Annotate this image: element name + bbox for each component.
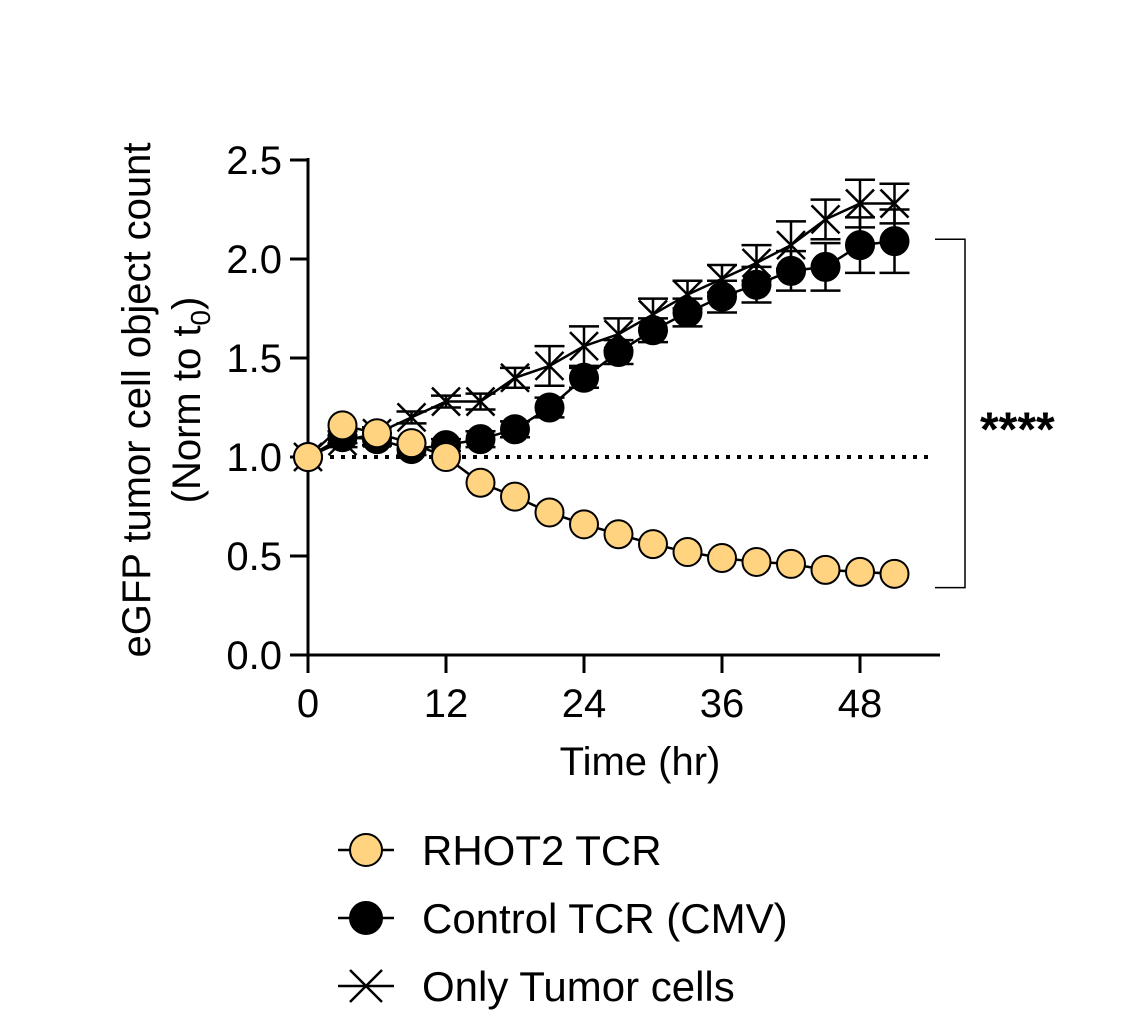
- data-point: [810, 251, 841, 282]
- legend: RHOT2 TCR Control TCR (CMV) Only Tumor cel…: [338, 827, 788, 1010]
- y-tick-label: 1.5: [226, 337, 282, 381]
- data-point: [431, 386, 461, 417]
- series-line: [307, 202, 895, 459]
- data-point: [500, 414, 530, 445]
- y-axis-subtitle-main: (Norm to t: [165, 326, 209, 504]
- y-tick-label: 1.0: [226, 436, 282, 480]
- data-point: [810, 554, 841, 585]
- x-tick-label: 24: [562, 682, 607, 726]
- significance-label: ****: [980, 403, 1055, 456]
- data-point: [603, 337, 634, 368]
- data-point: [569, 362, 599, 393]
- data-point: [707, 281, 737, 312]
- x-tick-label: 0: [297, 682, 319, 726]
- data-point: [465, 467, 496, 498]
- data-point: [327, 410, 358, 441]
- data-point: [396, 428, 427, 459]
- legend-label: RHOT2 TCR: [422, 827, 662, 874]
- data-point: [500, 481, 530, 512]
- series-line: [307, 423, 895, 576]
- data-point: [741, 269, 772, 300]
- data-point: [845, 230, 875, 261]
- y-tick-label: 2.0: [226, 238, 282, 282]
- data-point: [465, 424, 496, 455]
- significance-bracket: [935, 238, 966, 589]
- legend-marker: [349, 901, 383, 935]
- x-tick-label: 12: [424, 682, 469, 726]
- data-point: [293, 442, 323, 472]
- y-axis-subtitle: (Norm to t0): [165, 297, 216, 504]
- data-point: [500, 362, 530, 393]
- legend-item: Control TCR (CMV): [338, 895, 788, 942]
- data-point: [672, 537, 703, 568]
- data-point: [845, 188, 875, 219]
- data-point: [776, 548, 806, 579]
- legend-label: Only Tumor cells: [422, 963, 735, 1010]
- data-point: [810, 204, 841, 235]
- data-point: [534, 392, 565, 423]
- y-axis-subtitle-close: ): [165, 297, 209, 310]
- data-point: [396, 402, 427, 433]
- data-point: [776, 230, 806, 261]
- y-tick-label: 2.5: [226, 139, 282, 183]
- data-point: [672, 297, 703, 328]
- x-tick-label: 36: [700, 682, 745, 726]
- legend-item: Only Tumor cells: [338, 963, 735, 1010]
- x-axis-title: Time (hr): [560, 740, 721, 784]
- legend-item: RHOT2 TCR: [338, 827, 662, 874]
- data-point: [362, 418, 392, 449]
- y-axis-title: eGFP tumor cell object count: [115, 142, 159, 657]
- data-point: [638, 529, 668, 560]
- data-point: [879, 188, 910, 219]
- legend-marker: [349, 969, 383, 1003]
- y-axis: 0.0 0.5 1.0 1.5 2.0 2.5: [226, 139, 308, 678]
- data-point: [431, 442, 461, 472]
- legend-label: Control TCR (CMV): [422, 895, 788, 942]
- x-axis: 0 12 24 36 48: [297, 655, 882, 726]
- data-point: [741, 546, 772, 577]
- data-point: [845, 556, 875, 587]
- data-point: [569, 331, 599, 362]
- series-layer: [293, 178, 910, 589]
- legend-marker: [349, 833, 383, 867]
- data-point: [534, 351, 565, 381]
- data-point: [776, 255, 806, 286]
- y-axis-subtitle-subscript: 0: [185, 310, 216, 326]
- data-point: [879, 558, 910, 589]
- x-tick-label: 48: [838, 682, 883, 726]
- y-tick-label: 0.0: [226, 634, 282, 678]
- data-point: [707, 542, 737, 573]
- data-point: [603, 519, 634, 550]
- series-rhot2-tcr: [293, 410, 910, 589]
- data-point: [638, 315, 668, 346]
- data-point: [465, 386, 496, 417]
- y-tick-label: 0.5: [226, 535, 282, 579]
- data-point: [534, 497, 565, 528]
- data-point: [879, 226, 910, 257]
- data-point: [569, 509, 599, 540]
- data-point: [741, 248, 772, 278]
